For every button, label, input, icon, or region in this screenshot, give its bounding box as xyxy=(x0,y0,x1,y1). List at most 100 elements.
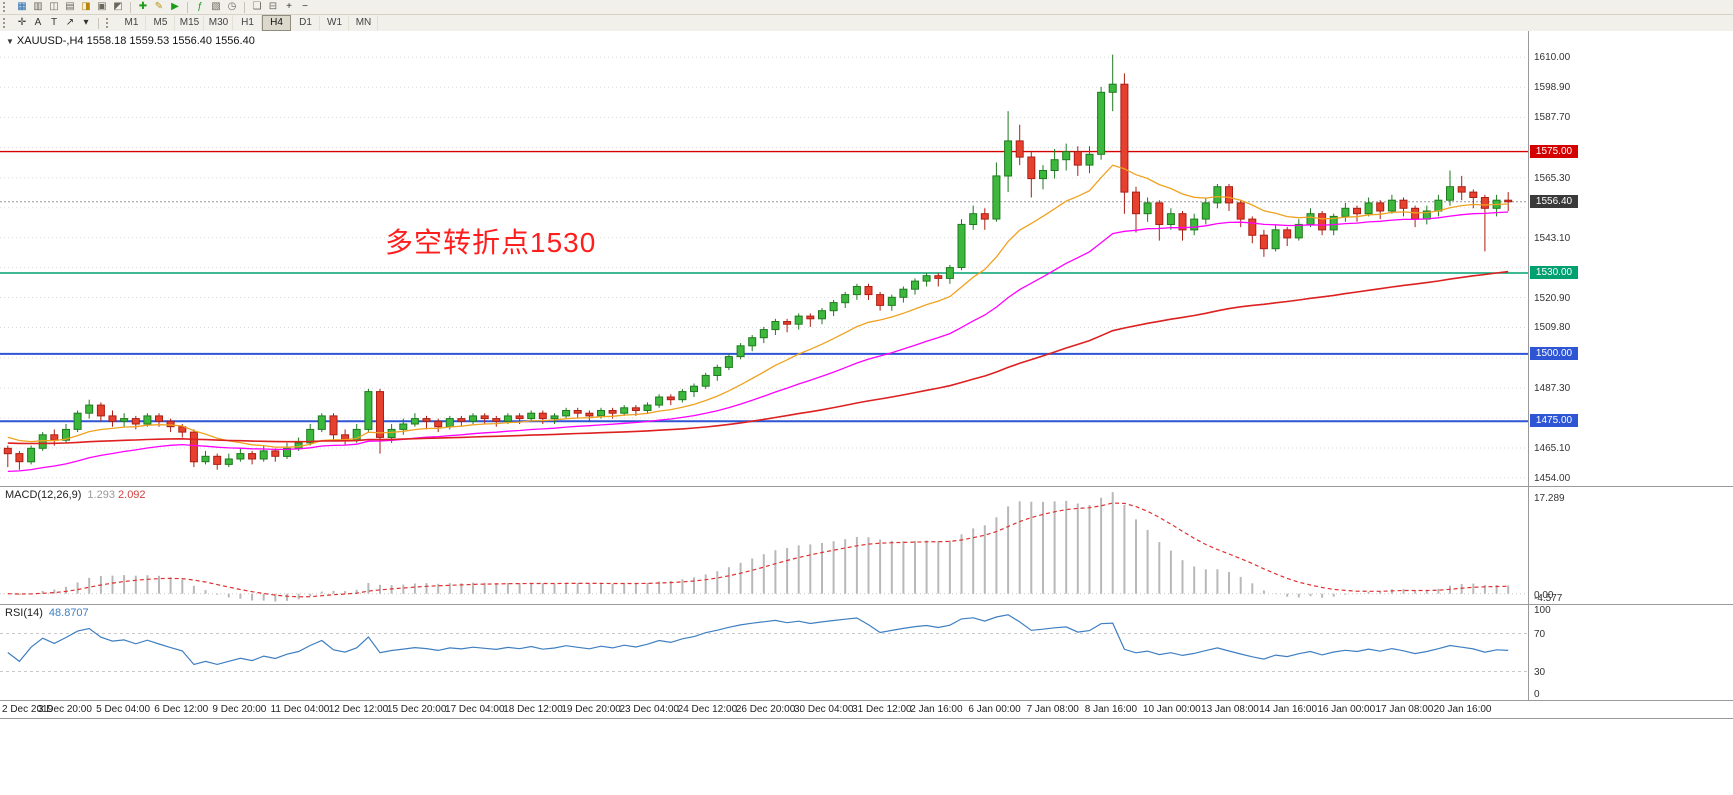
data-window-icon[interactable]: ▤ xyxy=(65,1,75,12)
new-chart-icon[interactable]: ▦ xyxy=(17,1,27,12)
navigator-icon[interactable]: ◨ xyxy=(81,1,91,12)
candle-body xyxy=(1271,229,1280,250)
candle-body xyxy=(189,431,198,463)
candle-body xyxy=(713,366,722,376)
candle-body xyxy=(515,415,524,420)
tf-button-H4[interactable]: H4 xyxy=(262,15,291,31)
macd-pane[interactable] xyxy=(0,487,1733,604)
candle-body xyxy=(957,223,966,268)
candle-body xyxy=(829,302,838,312)
candle-body xyxy=(364,391,373,430)
candle-body xyxy=(1050,159,1059,171)
cascade-windows-icon[interactable]: ❏ xyxy=(252,1,262,12)
zoom-out-icon[interactable]: − xyxy=(302,1,308,12)
strategy-tester-icon[interactable]: ◩ xyxy=(113,1,123,12)
new-order-icon[interactable]: ✚ xyxy=(138,1,148,12)
main-chart-pane[interactable] xyxy=(0,33,1733,486)
tf-button-H1[interactable]: H1 xyxy=(233,15,262,31)
rsi-axis-label: 100 xyxy=(1534,605,1551,616)
rsi-line xyxy=(7,614,1509,666)
text-annotation-icon[interactable]: A xyxy=(34,17,42,28)
tile-windows-icon[interactable]: ⊟ xyxy=(268,1,278,12)
periods-icon[interactable]: ◷ xyxy=(227,1,237,12)
symbol-dropdown-icon[interactable]: ▼ xyxy=(6,37,14,46)
chart-text-annotation[interactable]: 多空转折点1530 xyxy=(385,227,597,258)
price-tick-label: 1610.00 xyxy=(1534,52,1571,64)
candle-body xyxy=(1155,202,1164,225)
toolbar-drag-handle[interactable] xyxy=(3,18,10,28)
time-label: 17 Dec 04:00 xyxy=(445,704,505,715)
time-label: 13 Jan 08:00 xyxy=(1201,704,1259,715)
tf-button-M15[interactable]: M15 xyxy=(175,15,204,31)
candle-body xyxy=(573,410,582,414)
toolbar-drag-handle[interactable] xyxy=(3,2,10,12)
tf-button-M1[interactable]: M1 xyxy=(117,15,146,31)
candle-body xyxy=(1434,199,1443,212)
candle-body xyxy=(3,447,12,455)
candle-body xyxy=(748,337,757,347)
candle-body xyxy=(783,321,792,325)
candle-body xyxy=(1085,153,1094,166)
candle-body xyxy=(1446,186,1454,201)
chart-window: ▼ XAUUSD-,H4 1558.18 1559.53 1556.40 1556… xyxy=(0,31,1733,795)
candle-body xyxy=(492,418,501,422)
metaeditor-icon[interactable]: ✎ xyxy=(154,1,164,12)
candle-body xyxy=(73,412,82,430)
time-axis[interactable]: 2 Dec 2019 3 Dec 20:00 5 Dec 04:00 6 Dec 12… xyxy=(0,701,1733,718)
indicators-icon[interactable]: ƒ xyxy=(197,1,203,12)
draw-arrow-icon[interactable]: ↗ xyxy=(65,17,75,28)
candle-body xyxy=(1329,215,1338,231)
autotrading-icon[interactable]: ▶ xyxy=(171,1,179,12)
candle-body xyxy=(224,458,233,465)
time-label: 6 Jan 00:00 xyxy=(968,704,1021,715)
candle-body xyxy=(1248,218,1257,236)
time-label: 8 Jan 16:00 xyxy=(1084,704,1137,715)
macd-value-main: 1.293 xyxy=(87,489,115,501)
tf-button-M5[interactable]: M5 xyxy=(146,15,175,31)
pane-separator[interactable] xyxy=(0,486,1733,487)
chart-title: XAUUSD-,H4 xyxy=(16,35,84,47)
candle-body xyxy=(376,391,384,438)
crosshair-icon[interactable]: ✛ xyxy=(17,17,27,28)
candle-body xyxy=(178,426,187,433)
price-tick-label: 1509.80 xyxy=(1534,322,1571,334)
dropdown-caret-icon[interactable]: ▾ xyxy=(83,17,89,28)
rsi-pane[interactable] xyxy=(0,605,1733,700)
candle-body xyxy=(108,415,117,422)
candle-body xyxy=(236,453,245,460)
toolbar-drag-handle[interactable] xyxy=(106,18,113,28)
zoom-in-icon[interactable]: + xyxy=(286,1,292,12)
candle-body xyxy=(387,428,396,438)
candle-body xyxy=(794,315,803,325)
candle-body xyxy=(15,453,24,463)
rsi-indicator-label: RSI(14) 48.8707 xyxy=(5,607,89,619)
tf-button-M30[interactable]: M30 xyxy=(204,15,233,31)
tf-button-MN[interactable]: MN xyxy=(349,15,378,31)
market-watch-icon[interactable]: ◫ xyxy=(49,1,59,12)
candle-body xyxy=(503,415,512,422)
candle-body xyxy=(736,345,745,358)
candle-body xyxy=(690,385,698,393)
tf-button-D1[interactable]: D1 xyxy=(291,15,320,31)
tf-button-W1[interactable]: W1 xyxy=(320,15,349,31)
rsi-name: RSI(14) xyxy=(5,607,43,619)
chart-ohlc-header: ▼ XAUUSD-,H4 1558.18 1559.53 1556.40 1556… xyxy=(6,35,255,47)
candle-body xyxy=(1504,199,1513,203)
candle-body xyxy=(259,450,268,460)
candle-body xyxy=(1201,202,1210,220)
candle-body xyxy=(1411,207,1420,220)
candle-body xyxy=(724,356,733,368)
pane-separator[interactable] xyxy=(0,604,1733,605)
chart-profiles-icon[interactable]: ▥ xyxy=(33,1,43,12)
macd-axis-label: 17.289 xyxy=(1534,493,1565,504)
templates-icon[interactable]: ▧ xyxy=(211,1,221,12)
price-tag-1500.00: 1500.00 xyxy=(1530,346,1578,360)
chart-ohlc-values: 1558.18 1559.53 1556.40 1556.40 xyxy=(86,35,255,47)
text-label-icon[interactable]: T xyxy=(50,17,58,28)
time-label: 19 Dec 20:00 xyxy=(561,704,621,715)
candle-body xyxy=(469,415,477,422)
candle-body xyxy=(422,418,431,422)
candle-body xyxy=(213,455,222,465)
time-label: 2 Dec 2019 xyxy=(2,704,54,715)
terminal-icon[interactable]: ▣ xyxy=(97,1,107,12)
